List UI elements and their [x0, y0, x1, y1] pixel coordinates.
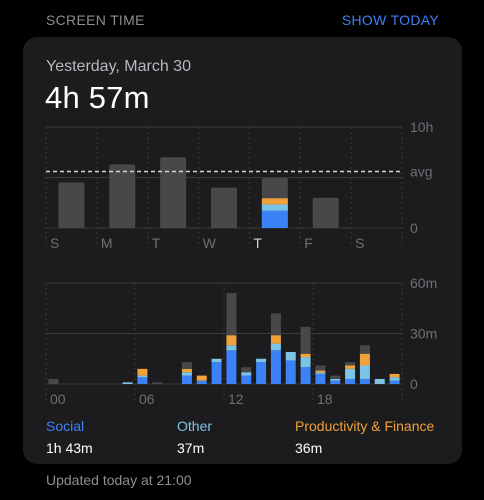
legend-productivity[interactable]: Productivity & Finance 36m — [295, 418, 434, 456]
weekly-ytick-1: 0 — [410, 220, 418, 236]
section-title: SCREEN TIME — [46, 12, 145, 28]
date-label: Yesterday, March 30 — [46, 58, 191, 75]
hourly-bar-14-segment-0 — [256, 362, 267, 384]
hourly-bar-21-segment-0 — [359, 378, 370, 384]
hourly-bar-9-segment-1 — [181, 372, 192, 376]
hourly-bar-11-segment-1 — [211, 358, 222, 363]
weekly-day-label-1: M — [101, 235, 113, 251]
weekly-ytick-0: 10h — [410, 119, 433, 135]
hourly-bar-13-segment-1 — [241, 372, 252, 376]
weekly-day-label-4: T — [253, 235, 262, 251]
hourly-bar-15-segment-2 — [270, 335, 281, 344]
hourly-bar-6-segment-1 — [137, 375, 148, 378]
weekly-day-label-3: W — [203, 235, 217, 251]
hourly-bar-21-segment-3 — [359, 345, 370, 354]
hourly-bar-20-segment-1 — [345, 368, 356, 379]
hourly-bar-23-segment-2 — [389, 373, 400, 378]
hourly-bar-13-segment-3 — [241, 367, 252, 373]
hourly-bar-6-segment-0 — [137, 377, 148, 384]
hourly-bar-22-segment-1 — [374, 378, 385, 384]
hourly-bar-12-segment-1 — [226, 345, 237, 351]
hourly-bar-11-segment-0 — [211, 362, 222, 384]
hourly-bar-19-segment-1 — [330, 378, 341, 381]
hourly-bar-20-segment-2 — [345, 365, 356, 369]
hourly-bar-10-segment-0 — [196, 380, 207, 384]
legend-social-label: Social — [46, 418, 85, 434]
hourly-bar-23-segment-1 — [389, 377, 400, 381]
total-screen-time: 4h 57m — [45, 80, 150, 115]
weekly-bar-5 — [312, 197, 339, 228]
weekly-bar-2 — [160, 157, 187, 228]
hourly-ytick-2: 0 — [410, 376, 418, 392]
legend-productivity-label: Productivity & Finance — [295, 418, 435, 434]
hourly-bar-15-segment-3 — [270, 313, 281, 336]
legend-social[interactable]: Social 1h 43m — [46, 418, 93, 456]
hourly-ytick-0: 60m — [410, 275, 437, 291]
hourly-bar-9-segment-0 — [181, 375, 192, 384]
hourly-xtick-3: 18 — [317, 391, 333, 407]
hourly-bar-18-segment-0 — [315, 373, 326, 384]
hourly-bar-21-segment-1 — [359, 365, 370, 379]
legend-other[interactable]: Other 37m — [177, 418, 212, 456]
legend-other-value: 37m — [177, 440, 205, 456]
hourly-bar-6-segment-2 — [137, 368, 148, 376]
hourly-bar-20-segment-0 — [345, 378, 356, 384]
hourly-bar-10-segment-2 — [196, 375, 207, 381]
hourly-bar-17-segment-3 — [300, 326, 311, 354]
hourly-bar-7-segment-3 — [152, 382, 163, 384]
weekly-selected-productivity-segment — [261, 198, 288, 205]
weekly-day-label-2: T — [152, 235, 161, 251]
hourly-bar-5-segment-1 — [122, 382, 133, 384]
weekly-bar-0 — [58, 182, 85, 228]
weekly-bar-1 — [109, 164, 136, 228]
weekly-chart: avg 10h 0 S M T W T F S — [45, 119, 433, 251]
hourly-bar-15-segment-0 — [270, 350, 281, 384]
hourly-bar-20-segment-3 — [345, 362, 356, 366]
hourly-bar-17-segment-2 — [300, 353, 311, 358]
legend-social-value: 1h 43m — [46, 440, 93, 456]
weekly-selected-social-segment — [261, 210, 288, 228]
legend-other-label: Other — [177, 418, 213, 434]
hourly-bar-17-segment-1 — [300, 357, 311, 368]
hourly-bar-23-segment-0 — [389, 380, 400, 384]
legend-productivity-value: 36m — [295, 440, 323, 456]
hourly-bar-18-segment-1 — [315, 372, 326, 374]
weekly-day-label-5: F — [304, 235, 313, 251]
weekly-selected-other-segment — [261, 204, 288, 211]
hourly-bar-12-segment-3 — [226, 293, 237, 336]
hourly-xtick-1: 06 — [139, 391, 155, 407]
hourly-bar-21-segment-2 — [359, 353, 370, 366]
hourly-bar-12-segment-2 — [226, 335, 237, 346]
hourly-ytick-1: 30m — [410, 326, 437, 342]
weekly-avg-label: avg — [410, 163, 433, 179]
show-today-button[interactable]: SHOW TODAY — [341, 12, 439, 28]
hourly-bar-16-segment-1 — [285, 352, 296, 361]
updated-label: Updated today at 21:00 — [46, 472, 192, 488]
hourly-bar-17-segment-0 — [300, 367, 311, 384]
hourly-bar-16-segment-0 — [285, 360, 296, 384]
hourly-xtick-0: 00 — [50, 391, 66, 407]
screen-time-card — [23, 37, 462, 464]
hourly-bar-19-segment-3 — [330, 375, 341, 379]
weekly-day-label-0: S — [50, 235, 59, 251]
hourly-bar-15-segment-1 — [270, 343, 281, 351]
weekly-bar-3 — [211, 187, 237, 228]
hourly-xtick-2: 12 — [228, 391, 244, 407]
hourly-bar-18-segment-3 — [315, 365, 326, 371]
hourly-bar-18-segment-2 — [315, 370, 326, 373]
hourly-bar-9-segment-2 — [181, 368, 192, 373]
hourly-bar-0-segment-3 — [48, 378, 59, 384]
weekly-day-label-6: S — [355, 235, 364, 251]
hourly-bar-14-segment-1 — [256, 358, 267, 363]
hourly-bar-19-segment-0 — [330, 380, 341, 384]
hourly-bar-9-segment-3 — [181, 362, 192, 369]
hourly-bar-13-segment-0 — [241, 375, 252, 384]
hourly-bar-12-segment-0 — [226, 350, 237, 384]
